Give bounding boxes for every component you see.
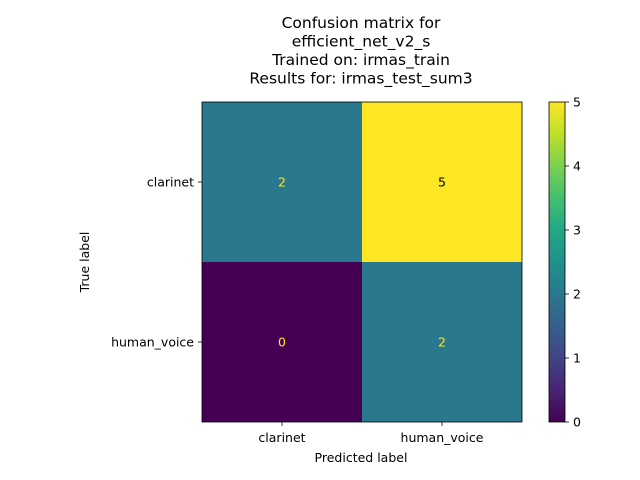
colorbar-tick-label: 4 xyxy=(573,159,581,174)
matrix-cell-value: 2 xyxy=(438,335,446,350)
title-line: Results for: irmas_test_sum3 xyxy=(249,70,472,89)
x-tick-label: human_voice xyxy=(401,430,484,445)
matrix-cell xyxy=(362,102,522,262)
colorbar-tick-label: 5 xyxy=(573,95,581,110)
matrix-cells xyxy=(201,101,523,423)
title-line: Confusion matrix for xyxy=(282,14,441,32)
matrix-cell xyxy=(202,102,362,262)
matrix-cell-value: 2 xyxy=(278,175,286,190)
matrix-cell-value: 0 xyxy=(278,335,286,350)
colorbar-tick-label: 1 xyxy=(573,351,581,366)
x-tick-label: clarinet xyxy=(258,430,305,445)
colorbar-gradient xyxy=(548,101,566,423)
matrix-cell-labels: 2 5 0 2 xyxy=(278,175,446,350)
title-line: efficient_net_v2_s xyxy=(292,33,431,52)
matrix-cell xyxy=(362,262,522,422)
matrix-frame xyxy=(201,101,523,423)
matrix-cell xyxy=(202,262,362,422)
y-axis: clarinet human_voice xyxy=(111,175,202,350)
chart-title: Confusion matrix forefficient_net_v2_sTr… xyxy=(249,14,472,89)
colorbar-tick-label: 0 xyxy=(573,415,581,430)
colorbar-tick-label: 3 xyxy=(573,223,581,238)
y-tick-label: clarinet xyxy=(147,175,194,190)
x-axis: clarinet human_voice xyxy=(258,422,484,445)
x-axis-label: Predicted label xyxy=(315,450,408,465)
y-tick-label: human_voice xyxy=(111,335,194,350)
y-axis-label: True label xyxy=(77,232,92,294)
colorbar: 0 1 2 3 4 5 xyxy=(548,95,581,430)
title-line: Trained on: irmas_train xyxy=(271,51,450,70)
colorbar-tick-label: 2 xyxy=(573,287,581,302)
matrix-cell-value: 5 xyxy=(438,175,446,190)
